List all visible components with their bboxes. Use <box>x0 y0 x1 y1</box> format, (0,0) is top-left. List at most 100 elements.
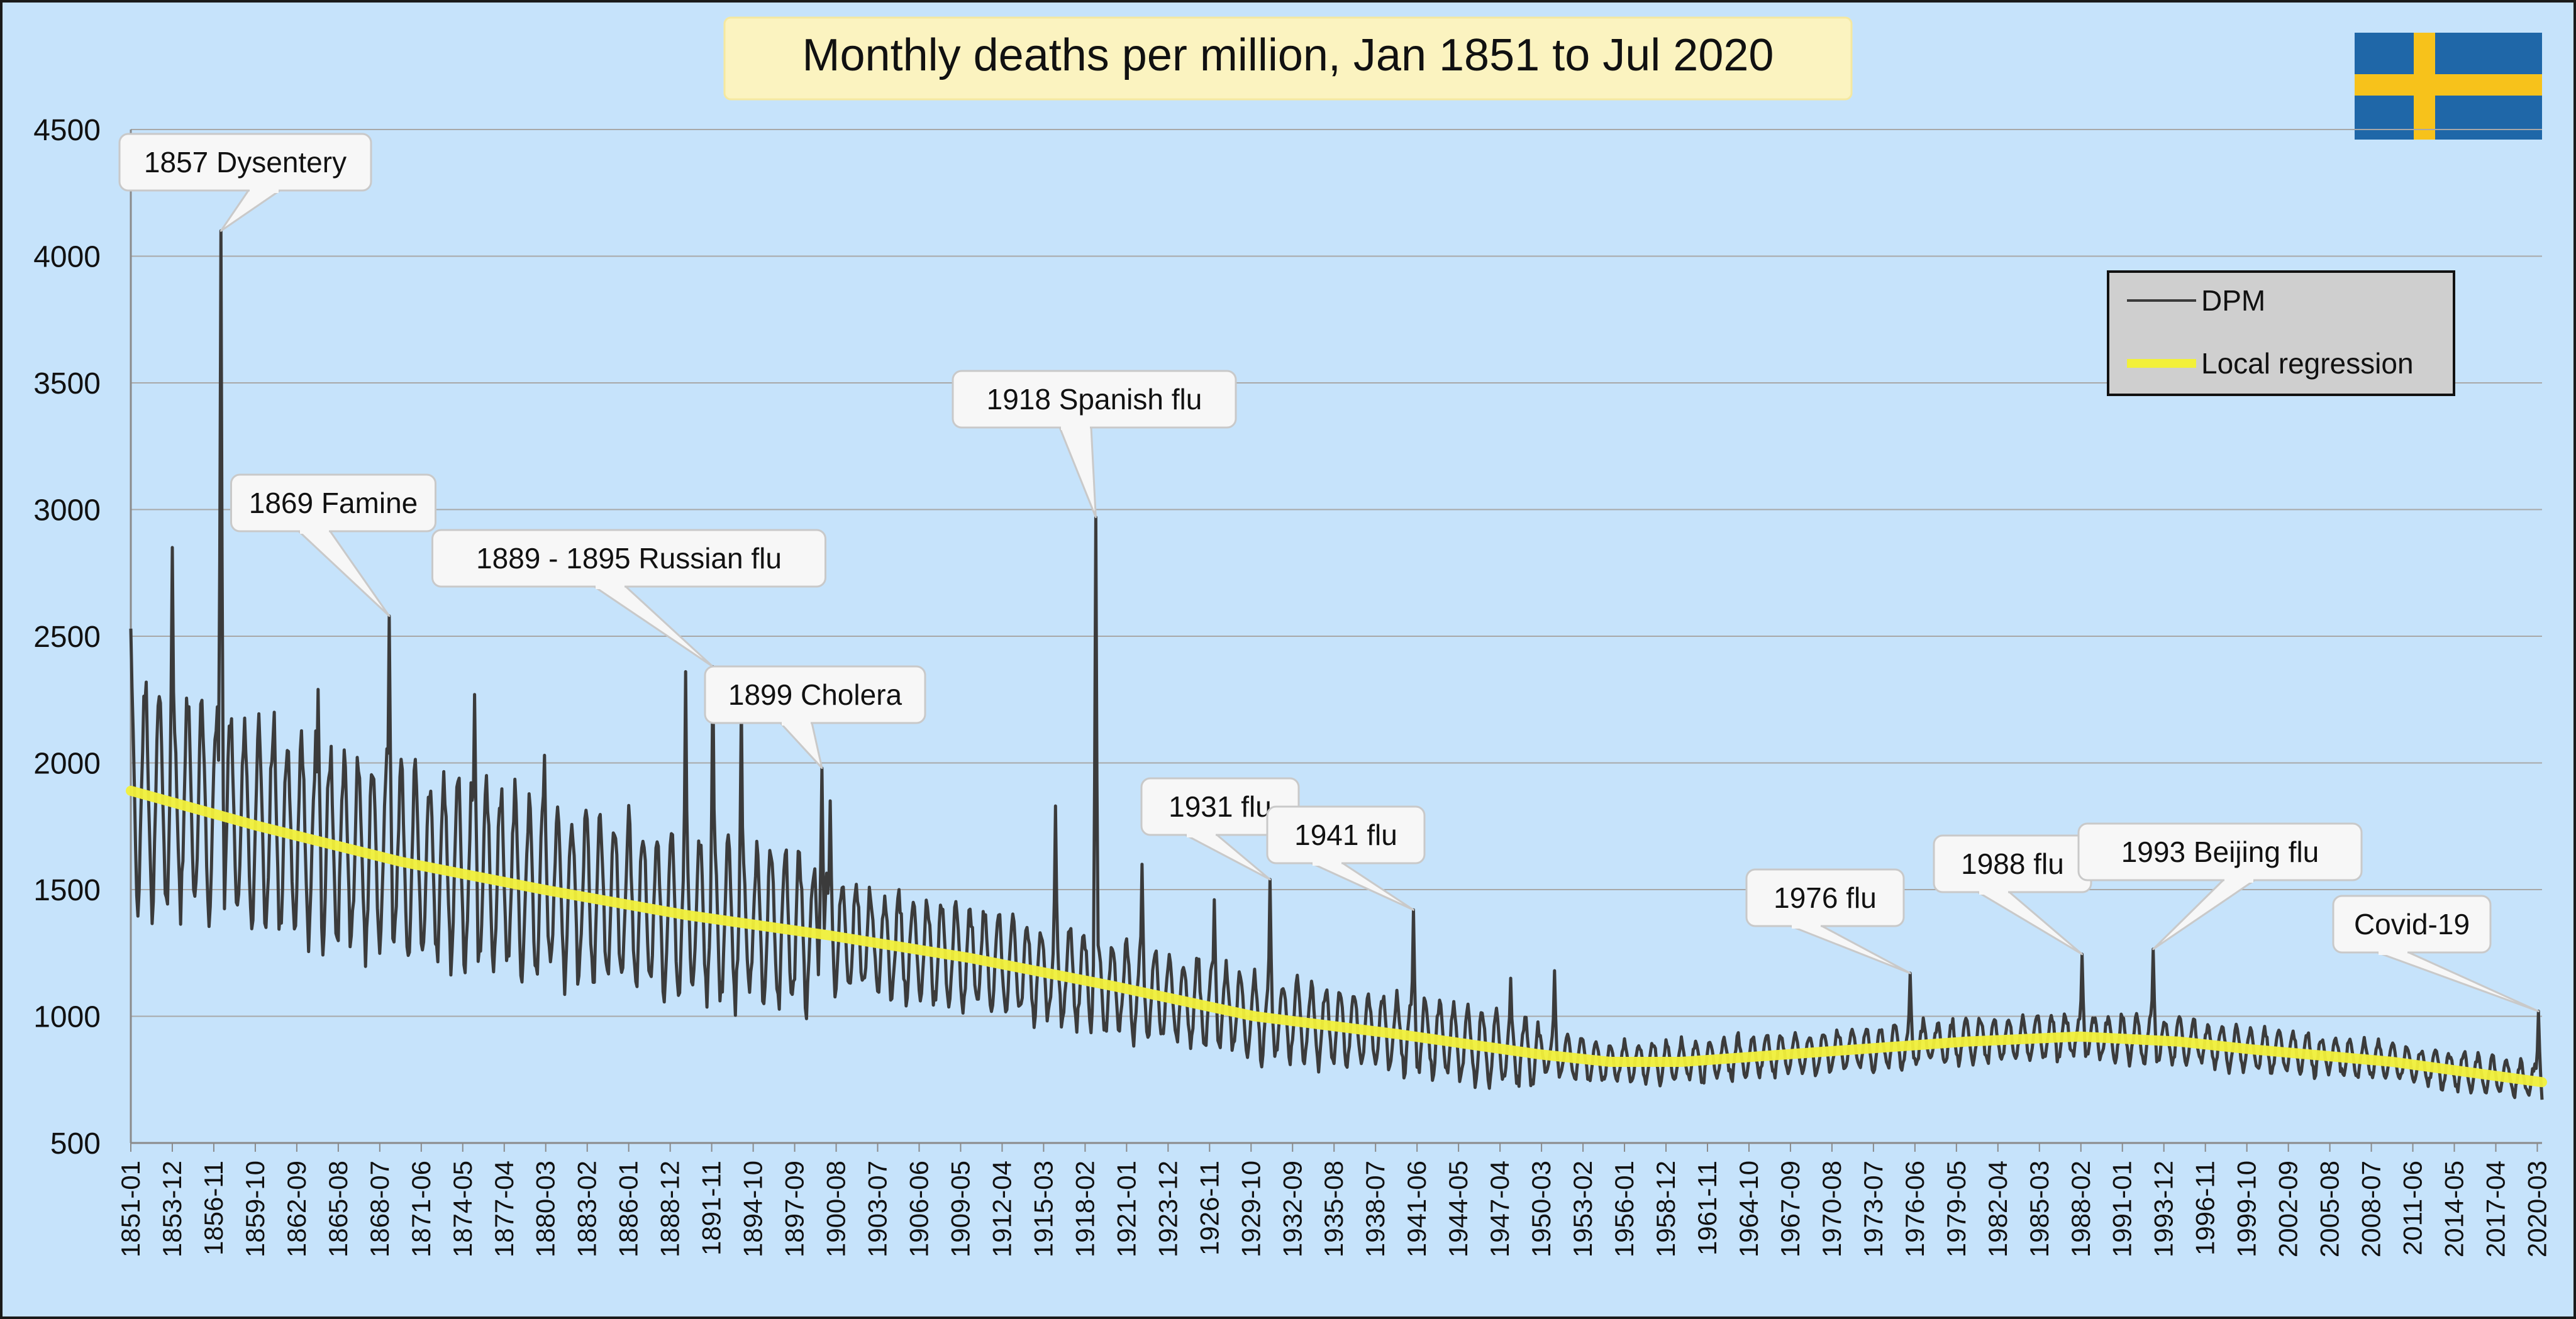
x-tick-label: 1964-10 <box>1734 1161 1763 1257</box>
annotation-label: 1976 flu <box>1774 881 1877 914</box>
x-tick-label: 1859-10 <box>240 1161 270 1257</box>
callout-box <box>230 473 436 533</box>
x-tick-label: 1871-06 <box>406 1161 436 1257</box>
x-tick-label: 1935-08 <box>1319 1161 1348 1257</box>
callout-box <box>704 665 926 724</box>
annotation-label: 1988 flu <box>1961 847 2064 880</box>
x-tick-label: 1903-07 <box>863 1161 892 1257</box>
x-tick-label: 2008-07 <box>2357 1161 2386 1257</box>
x-tick-label: 1912-04 <box>987 1161 1016 1257</box>
y-tick-label: 4500 <box>33 114 101 147</box>
x-tick-label: 1938-07 <box>1360 1161 1390 1257</box>
x-tick-label: 1921-01 <box>1111 1161 1141 1257</box>
x-tick-label: 1883-02 <box>572 1161 602 1257</box>
series-local-regression <box>126 785 2547 1088</box>
annotation-label: 1857 Dysentery <box>144 146 347 179</box>
y-tick-label: 500 <box>50 1127 101 1161</box>
x-tick-label: 2014-05 <box>2440 1161 2469 1257</box>
x-tick-label: 1865-08 <box>323 1161 353 1257</box>
annotation-callout: 1857 Dysentery <box>118 133 372 232</box>
x-tick-label: 1988-02 <box>2066 1161 2096 1257</box>
callout-box <box>118 133 372 192</box>
x-tick-label: 1894-10 <box>738 1161 768 1257</box>
x-tick-label: 1999-10 <box>2232 1161 2262 1257</box>
x-tick-label: 1993-12 <box>2149 1161 2179 1257</box>
x-tick-label: 1950-03 <box>1526 1161 1556 1257</box>
annotation-label: 1899 Cholera <box>728 678 902 711</box>
callout-box <box>1266 805 1426 864</box>
x-axis: 1851-01 1853-12 1856-11 1859-10 1862-09 1865-… <box>116 1142 2551 1257</box>
x-tick-label: 1900-08 <box>821 1161 851 1257</box>
x-tick-label: 1851-01 <box>116 1161 145 1257</box>
x-tick-label: 2011-06 <box>2398 1161 2428 1256</box>
sweden-flag-icon <box>2355 33 2542 140</box>
callout-box <box>2332 895 2492 954</box>
x-tick-label: 1958-12 <box>1651 1161 1680 1257</box>
y-tick-label: 1000 <box>33 1001 101 1034</box>
x-tick-label: 1944-05 <box>1443 1161 1473 1257</box>
x-tick-label: 1888-12 <box>655 1161 685 1257</box>
x-tick-label: 1926-11 <box>1194 1161 1224 1256</box>
x-tick-label: 1868-07 <box>365 1161 394 1257</box>
x-tick-label: 1953-02 <box>1568 1161 1597 1257</box>
annotation-callout: 1993 Beijing flu <box>2077 822 2363 951</box>
x-tick-label: 2005-08 <box>2315 1161 2345 1257</box>
y-tick-label: 3500 <box>33 367 101 400</box>
annotation-callout: 1988 flu <box>1933 834 2092 956</box>
y-tick-label: 2000 <box>33 748 101 781</box>
x-tick-label: 1996-11 <box>2190 1161 2220 1256</box>
x-tick-label: 1976-06 <box>1900 1161 1929 1257</box>
annotation-label: 1931 flu <box>1169 790 1272 823</box>
annotation-callout: 1918 Spanish flu <box>952 370 1237 519</box>
x-tick-label: 1979-05 <box>1941 1161 1971 1257</box>
x-tick-label: 1973-07 <box>1858 1161 1888 1257</box>
x-tick-label: 1967-09 <box>1775 1161 1805 1257</box>
annotation-label: Covid-19 <box>2354 908 2470 941</box>
regression-line <box>126 785 2547 1088</box>
annotation-callout: 1976 flu <box>1745 868 1911 974</box>
y-tick-label: 3000 <box>33 494 101 527</box>
x-tick-label: 1923-12 <box>1153 1161 1182 1257</box>
annotation-callout: 1899 Cholera <box>704 665 926 770</box>
x-tick-label: 1856-11 <box>199 1161 228 1256</box>
x-tick-label: 1853-12 <box>157 1161 187 1257</box>
legend-label-dpm: DPM <box>2201 284 2265 317</box>
x-tick-label: 1877-04 <box>489 1161 519 1257</box>
x-tick-label: 1886-01 <box>614 1161 643 1257</box>
annotations: 1857 Dysentery 1869 Famine 1889 - 1895 Rus… <box>118 133 2540 1012</box>
x-tick-label: 1915-03 <box>1028 1161 1058 1257</box>
x-tick-label: 2002-09 <box>2273 1161 2303 1257</box>
annotation-callout: 1889 - 1895 Russian flu <box>431 529 826 668</box>
y-tick-label: 1500 <box>33 874 101 907</box>
x-tick-label: 1941-06 <box>1402 1161 1431 1257</box>
legend: DPM Local regression <box>2107 270 2455 396</box>
x-tick-label: 1961-11 <box>1692 1161 1722 1256</box>
x-tick-label: 1918-02 <box>1070 1161 1099 1257</box>
x-tick-label: 1874-05 <box>448 1161 477 1257</box>
annotation-label: 1918 Spanish flu <box>987 383 1202 416</box>
annotation-label: 1993 Beijing flu <box>2121 836 2319 868</box>
annotation-callout: 1869 Famine <box>230 473 436 617</box>
callout-box <box>1745 868 1905 927</box>
x-tick-label: 1991-01 <box>2107 1161 2137 1257</box>
annotation-callout: Covid-19 <box>2332 895 2540 1012</box>
x-tick-label: 1891-11 <box>697 1161 726 1256</box>
chart-title-box: Monthly deaths per million, Jan 1851 to … <box>723 16 1853 101</box>
annotation-label: 1869 Famine <box>249 487 418 519</box>
x-tick-label: 1906-06 <box>904 1161 933 1257</box>
x-tick-label: 1909-05 <box>945 1161 975 1257</box>
x-tick-label: 1880-03 <box>531 1161 560 1257</box>
annotation-label: 1889 - 1895 Russian flu <box>476 542 782 575</box>
x-tick-label: 1982-04 <box>1983 1161 2012 1257</box>
annotation-label: 1941 flu <box>1294 819 1397 851</box>
x-tick-label: 1956-01 <box>1609 1161 1639 1257</box>
y-tick-label: 4000 <box>33 241 101 274</box>
callout-box <box>952 370 1237 429</box>
callout-box <box>2077 822 2363 881</box>
annotation-callout: 1941 flu <box>1266 805 1426 911</box>
legend-label-regression: Local regression <box>2201 347 2414 380</box>
y-tick-label: 2500 <box>33 621 101 654</box>
